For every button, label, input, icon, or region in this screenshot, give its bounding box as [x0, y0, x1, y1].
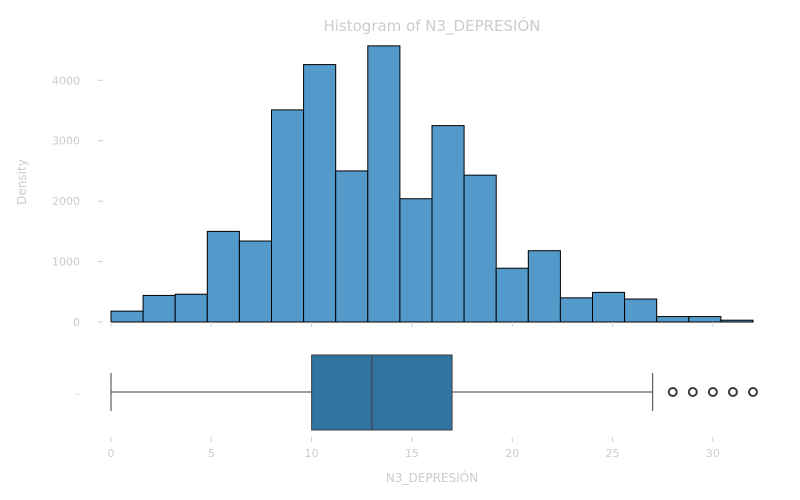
histogram-bar	[624, 298, 658, 323]
histogram-bars	[110, 45, 754, 323]
y-tick-label: 0	[73, 316, 80, 329]
histogram-bar	[656, 316, 690, 323]
histogram-bar	[559, 297, 594, 323]
y-tick-label: 4000	[52, 74, 80, 87]
boxplot-outlier	[748, 387, 758, 397]
boxplot-outlier	[707, 387, 718, 397]
histogram-bar	[238, 240, 272, 323]
histogram-bar	[367, 45, 401, 323]
histogram-bar	[720, 319, 754, 323]
histogram-bar	[527, 250, 561, 323]
chart-title: Histogram of N3_DEPRESIÓN	[323, 16, 540, 36]
histogram-bar	[431, 125, 465, 323]
histogram-bar	[271, 109, 305, 323]
boxplot-outlier	[687, 387, 698, 397]
y-tick-label: 3000	[52, 135, 80, 148]
x-tick-label: 10	[305, 447, 319, 460]
boxplot-outlier	[667, 387, 678, 397]
x-tick-label: 20	[505, 447, 519, 460]
x-axis-ticks: 0 5 10 15 20 25 30	[108, 322, 720, 460]
histogram-bar	[110, 310, 144, 323]
histogram-bar	[592, 291, 626, 323]
x-tick-label: 15	[405, 447, 419, 460]
histogram-y-ticks: 0 1000 2000 3000 4000	[52, 74, 103, 329]
histogram-bar	[399, 198, 433, 323]
x-tick-label: 30	[706, 447, 720, 460]
y-tick-label: 2000	[52, 195, 80, 208]
x-tick-label: 5	[208, 447, 215, 460]
histogram-bar	[463, 174, 497, 323]
x-tick-label: 0	[108, 447, 115, 460]
y-axis-title: Density	[15, 159, 29, 205]
boxplot-y-tick-label: –	[75, 387, 81, 400]
histogram-bar	[495, 267, 529, 323]
x-axis-title: N3_DEPRESIÓN	[386, 470, 478, 485]
boxplot-box	[311, 354, 453, 431]
histogram-bar	[303, 64, 337, 323]
boxplot	[110, 354, 758, 431]
histogram-bar	[206, 230, 240, 323]
y-tick-label: 1000	[52, 256, 80, 269]
histogram-bar	[174, 293, 208, 323]
histogram-bar	[335, 170, 369, 323]
histogram-bar	[142, 294, 176, 323]
boxplot-outlier	[727, 387, 738, 397]
histogram-bar	[688, 316, 722, 323]
x-tick-label: 25	[606, 447, 620, 460]
